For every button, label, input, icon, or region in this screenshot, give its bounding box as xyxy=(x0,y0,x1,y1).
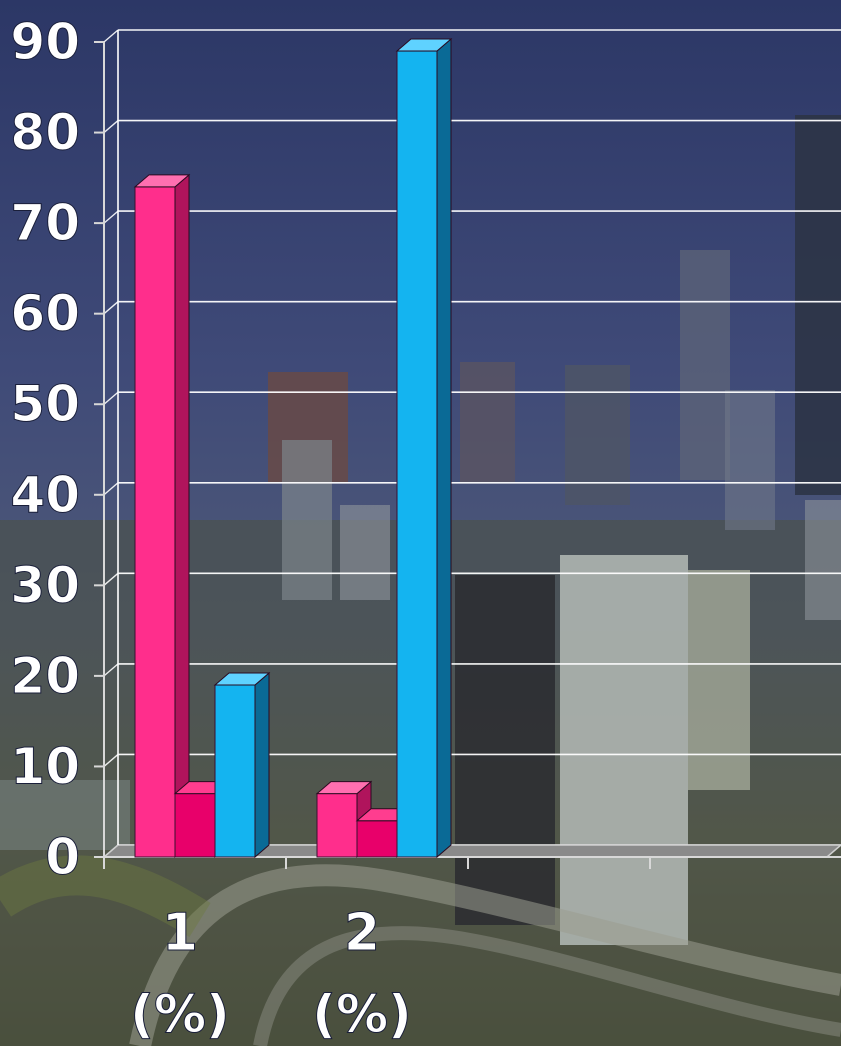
y-tick-label-70: 70 xyxy=(10,194,80,252)
y-tick-label-20: 20 xyxy=(10,647,80,705)
bar-front-face xyxy=(316,793,358,858)
bar-top-face xyxy=(315,781,373,795)
y-tick-label-80: 80 xyxy=(10,104,80,162)
gridline-depth-30 xyxy=(103,572,119,586)
gridlines xyxy=(103,29,841,858)
y-axis xyxy=(94,30,119,858)
y-tick-label-0: 0 xyxy=(45,828,80,886)
y-tick-label-90: 90 xyxy=(10,13,80,71)
gridline-depth-70 xyxy=(103,210,119,224)
bar-side-face xyxy=(174,173,190,859)
y-tick-label-10: 10 xyxy=(10,737,80,795)
y-tick-labels: 0 10 20 30 40 50 60 70 80 90 xyxy=(10,13,81,887)
bar-front-face xyxy=(174,793,216,858)
x-category-number-1: 1 xyxy=(162,903,198,963)
bar-cat1-series3 xyxy=(213,671,271,859)
x-category-unit-2: (%) xyxy=(312,985,412,1045)
bar-side-face xyxy=(436,37,452,859)
bar-top-face xyxy=(133,174,191,188)
x-tick-labels: 1 (%) 2 (%) xyxy=(130,903,413,1046)
y-tick-label-60: 60 xyxy=(10,285,80,343)
gridline-depth-20 xyxy=(103,663,119,677)
bar-side-face xyxy=(254,671,270,859)
x-category-unit-1: (%) xyxy=(130,985,230,1045)
bar-front-face xyxy=(356,820,398,858)
y-tick-label-50: 50 xyxy=(10,375,80,433)
bar-front-face xyxy=(214,684,256,858)
bar-front-face xyxy=(396,50,438,858)
gridline-depth-80 xyxy=(103,120,119,134)
y-tick-label-40: 40 xyxy=(10,466,80,524)
y-tick-label-30: 30 xyxy=(10,556,80,614)
gridline-depth-10 xyxy=(103,753,119,767)
bar-front-face xyxy=(134,186,176,858)
bars xyxy=(133,37,453,859)
x-category-number-2: 2 xyxy=(344,903,380,963)
gridline-depth-60 xyxy=(103,301,119,315)
gridline-depth-90 xyxy=(103,29,119,43)
bar-cat1-series1 xyxy=(133,173,191,859)
gridline-depth-50 xyxy=(103,391,119,405)
bar-top-face xyxy=(213,672,271,686)
bar-cat2-series3 xyxy=(395,37,453,859)
gridline-depth-40 xyxy=(103,482,119,496)
bar-top-face xyxy=(395,38,453,52)
